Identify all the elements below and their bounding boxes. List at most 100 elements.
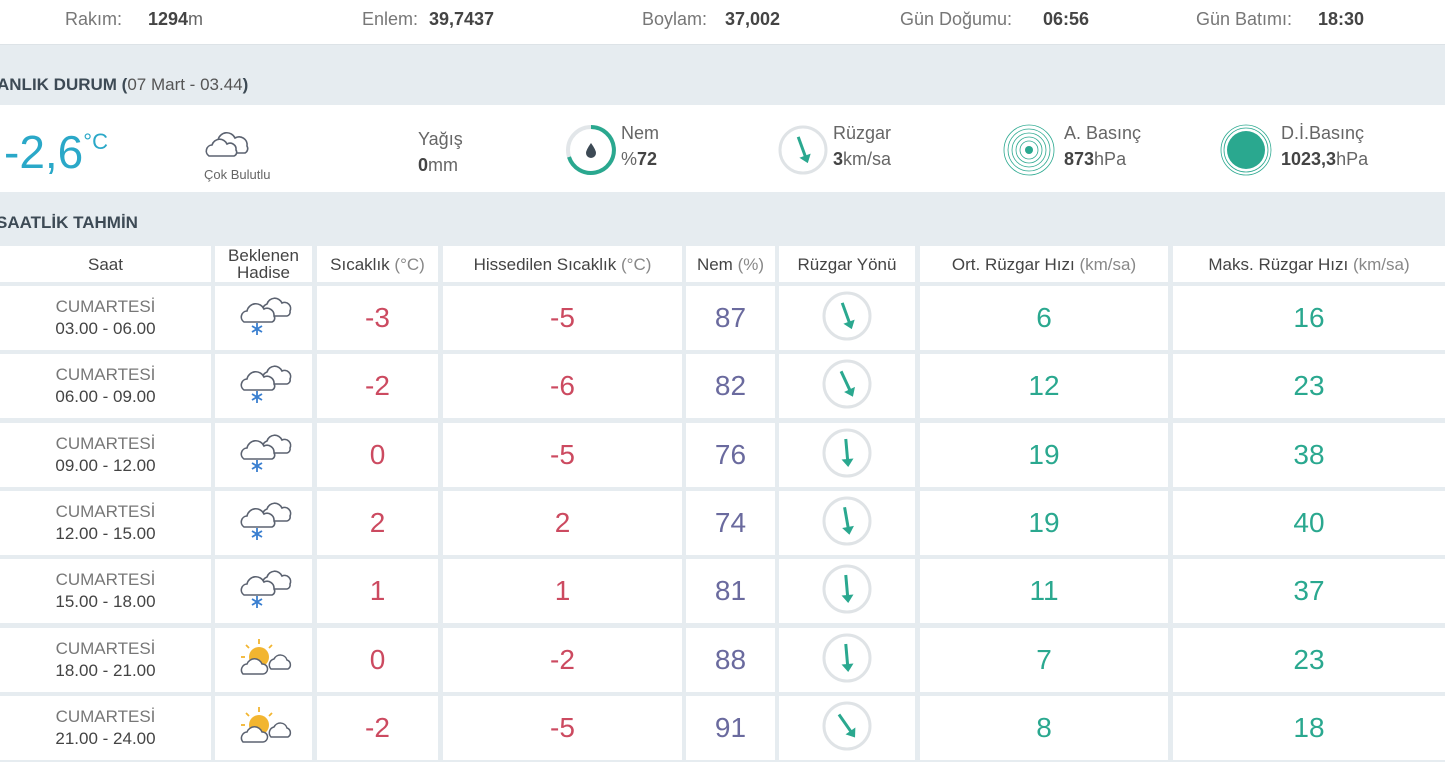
wind-avg-cell: 6 <box>920 286 1168 350</box>
humidity-svg <box>566 125 616 175</box>
icon-cell <box>215 354 312 418</box>
wind-avg: 19 <box>1028 439 1060 470</box>
header-text: Rüzgar Yönü <box>798 256 897 273</box>
humidity: 91 <box>714 712 747 743</box>
info-value: 39,7437 <box>429 9 495 29</box>
wind-arrow <box>821 563 873 620</box>
time: 18.00 - 21.00 <box>55 661 156 680</box>
feels: -2 <box>550 644 575 675</box>
humidity-icon <box>564 123 618 182</box>
info-value-group: 37,002 <box>725 9 780 30</box>
snow-icon-svg <box>240 364 291 403</box>
wind-max: 40 <box>1293 507 1325 538</box>
humidity-unit: % <box>621 149 638 169</box>
humidity-cell: 82 <box>686 354 775 418</box>
time-cell: CUMARTESİ 03.00 - 06.00 <box>0 286 211 350</box>
wind-arrow <box>821 632 873 689</box>
sea-pressure-icon <box>1219 123 1273 182</box>
header-label: Sıcaklık <box>330 254 390 274</box>
wind-avg-cell: 8 <box>920 696 1168 760</box>
feels-cell: -2 <box>443 628 682 692</box>
pressure-value: 873 <box>1064 149 1095 169</box>
header-cell: Ort. Rüzgar Hızı (km/sa) <box>920 246 1168 282</box>
time: 03.00 - 06.00 <box>55 319 156 338</box>
humidity-cell: 91 <box>686 696 775 760</box>
pressure-label: A. Basınç <box>1064 123 1142 143</box>
wind-unit: km/sa <box>843 149 892 169</box>
sea-pressure-value: 1023,3 <box>1281 149 1337 169</box>
wind-dir-cell <box>779 696 915 760</box>
header-label: Ort. Rüzgar Hızı <box>951 254 1075 274</box>
weather-icon <box>235 362 293 411</box>
header-label: Maks. Rüzgar Hızı <box>1208 254 1349 274</box>
info-value-group: 06:56 <box>1043 9 1089 30</box>
pressure-icon <box>1002 123 1056 182</box>
wind-max-cell: 16 <box>1173 286 1445 350</box>
sea-pressure-unit: hPa <box>1336 149 1369 169</box>
wind-value: 3 <box>833 149 844 169</box>
temp: 0 <box>369 644 386 675</box>
snow-icon-svg <box>240 501 291 540</box>
wind-avg: 11 <box>1029 575 1059 606</box>
time: 15.00 - 18.00 <box>55 592 156 611</box>
temp-cell: -2 <box>317 696 438 760</box>
header-cell: Beklenen Hadise <box>215 246 312 282</box>
info-value: 18:30 <box>1318 9 1365 29</box>
temp-unit: °C <box>83 129 108 154</box>
wind-arrow-svg <box>822 633 872 682</box>
header-unit: (%) <box>737 254 765 274</box>
header-label: Hissedilen Sıcaklık <box>473 254 617 274</box>
wind-arrow <box>821 495 873 552</box>
icon-cell <box>215 628 312 692</box>
snow-icon-svg <box>240 433 291 472</box>
header-unit: (km/sa) <box>1079 254 1137 274</box>
wind-max: 18 <box>1293 712 1325 743</box>
precip-group: 0mm <box>418 155 458 176</box>
wind-max-cell: 23 <box>1173 354 1445 418</box>
temp-cell: -2 <box>317 354 438 418</box>
time: 21.00 - 24.00 <box>55 729 156 748</box>
wind-arrow-svg <box>822 701 872 750</box>
header-label: Nem <box>696 254 733 274</box>
sun-icon-svg <box>240 706 291 743</box>
sun-icon-svg <box>240 638 291 675</box>
wind-max-cell: 23 <box>1173 628 1445 692</box>
humidity-cell: 74 <box>686 491 775 555</box>
info-value-group: 18:30 <box>1318 9 1364 30</box>
wind-avg-cell: 12 <box>920 354 1168 418</box>
wind-icon <box>777 124 829 181</box>
temp-cell: 0 <box>317 628 438 692</box>
precip-label: Yağış <box>418 129 463 149</box>
info-value-group: 39,7437 <box>429 9 494 30</box>
wind-label: Rüzgar <box>833 123 892 143</box>
temp: 2 <box>369 507 386 538</box>
humidity-label: Nem <box>621 123 660 143</box>
temp-cell: 2 <box>317 491 438 555</box>
snow-icon-svg <box>240 296 291 335</box>
feels: -5 <box>550 302 575 333</box>
wind-max: 37 <box>1293 575 1325 606</box>
header-label: Rüzgar Yönü <box>797 254 897 274</box>
snow-icon-svg <box>240 569 291 608</box>
header-text: Nem (%) <box>697 256 764 273</box>
feels: 2 <box>554 507 571 538</box>
wind-avg: 8 <box>1036 712 1052 743</box>
wind-arrow <box>821 290 873 347</box>
info-value: 37,002 <box>725 9 781 29</box>
wind-max-cell: 38 <box>1173 423 1445 487</box>
info-label: Enlem: <box>362 9 419 29</box>
humidity: 76 <box>714 439 747 470</box>
temp-cell: 0 <box>317 423 438 487</box>
wind-dir-cell <box>779 491 915 555</box>
weather-icon <box>235 431 293 480</box>
pressure-group: 873hPa <box>1064 149 1126 170</box>
header-text: Saat <box>88 256 123 273</box>
day: CUMARTESİ <box>55 297 156 316</box>
humidity: 82 <box>714 370 747 401</box>
header-text: Hissedilen Sıcaklık (°C) <box>474 256 652 273</box>
feels-cell: -6 <box>443 354 682 418</box>
wind-max: 38 <box>1293 439 1325 470</box>
info-label: Gün Batımı: <box>1196 9 1293 29</box>
header-unit: (km/sa) <box>1352 254 1410 274</box>
header-unit: (°C) <box>621 254 652 274</box>
